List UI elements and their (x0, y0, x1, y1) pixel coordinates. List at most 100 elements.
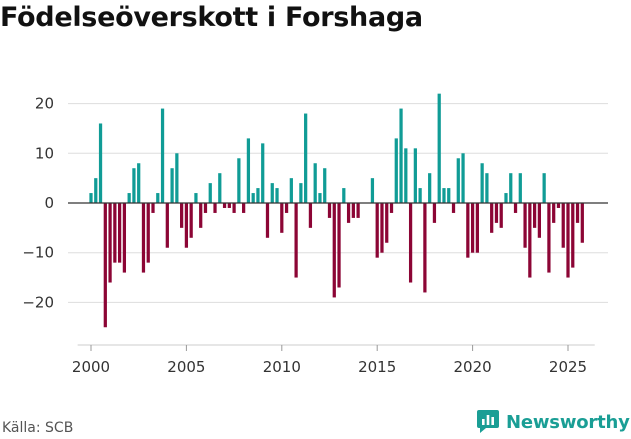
bar (375, 203, 379, 258)
bar (337, 203, 341, 288)
bar (513, 203, 518, 213)
bar (141, 203, 146, 273)
bar (180, 203, 184, 228)
bar (342, 188, 346, 203)
bar (413, 148, 417, 203)
bar (165, 203, 169, 248)
bar (532, 203, 537, 228)
bar (332, 203, 336, 298)
bar (261, 143, 265, 203)
bar (256, 188, 260, 203)
bar (437, 93, 441, 203)
bar (385, 203, 389, 243)
brand-name: Newsworthy (506, 411, 630, 433)
bar (408, 203, 413, 283)
bar (389, 203, 394, 213)
bar (280, 203, 284, 233)
bar (442, 188, 446, 203)
bar (456, 158, 460, 203)
bar (289, 178, 293, 203)
bar (299, 183, 303, 203)
bar (313, 163, 317, 203)
bar (552, 203, 556, 223)
bar (518, 173, 522, 203)
bar (127, 193, 131, 203)
bar (203, 203, 208, 213)
bar (137, 163, 141, 203)
bar (580, 203, 584, 243)
bar (571, 203, 575, 268)
bar (346, 203, 351, 223)
bar (232, 203, 236, 213)
bar (89, 193, 93, 203)
bar (470, 203, 475, 253)
bar (318, 193, 322, 203)
bar (294, 203, 298, 278)
bar (542, 173, 546, 203)
bar (561, 203, 565, 248)
bar (351, 203, 355, 218)
bar (118, 203, 122, 263)
newsworthy-logo[interactable]: Newsworthy (476, 409, 630, 435)
bar (108, 203, 112, 283)
bar (237, 158, 241, 203)
bar (227, 203, 231, 208)
bars (89, 93, 584, 328)
y-tick-label: 10 (35, 144, 54, 162)
bar (146, 203, 150, 263)
bar (418, 188, 422, 203)
chart-title: Födelseöverskott i Forshaga (0, 2, 423, 33)
bar (432, 203, 437, 223)
bar (423, 203, 427, 293)
bar (356, 203, 360, 218)
x-tick-label: 2015 (358, 358, 396, 376)
y-tick-label: −20 (22, 293, 54, 311)
bar (113, 203, 117, 263)
x-tick-label: 2000 (72, 358, 110, 376)
source-label: Källa: SCB (2, 420, 74, 436)
bar (494, 203, 499, 223)
bar (528, 203, 532, 278)
bar (447, 188, 451, 203)
bar (156, 193, 160, 203)
bar (160, 108, 165, 203)
bar (194, 193, 198, 203)
bar (428, 173, 432, 203)
bar (189, 203, 193, 238)
x-axis: 2000 2005 2010 2015 2020 2025 (72, 344, 595, 376)
bar (575, 203, 580, 223)
bar (275, 188, 279, 203)
bar (370, 178, 375, 203)
bar (284, 203, 289, 213)
bar (222, 203, 227, 208)
bar (218, 173, 222, 203)
bar (242, 203, 246, 213)
bar (199, 203, 203, 228)
bar (480, 163, 484, 203)
bar (98, 123, 103, 203)
bar (523, 203, 527, 248)
bar (327, 203, 332, 218)
y-tick-label: 20 (35, 95, 54, 113)
y-axis-labels: 20 10 0 −10 −20 (22, 95, 54, 312)
bar (122, 203, 127, 273)
bar (404, 148, 408, 203)
bar (170, 168, 174, 203)
bar (175, 153, 179, 203)
bar (394, 138, 398, 203)
bar (304, 113, 308, 203)
bar (265, 203, 270, 238)
bar (466, 203, 470, 258)
bar (461, 153, 465, 203)
bar (504, 193, 508, 203)
bar (490, 203, 494, 233)
bar (547, 203, 551, 273)
bar (213, 203, 217, 213)
bar (451, 203, 456, 213)
x-tick-label: 2020 (454, 358, 492, 376)
bar (270, 183, 274, 203)
x-tick-label: 2005 (167, 358, 205, 376)
bar (485, 173, 489, 203)
bar (509, 173, 513, 203)
